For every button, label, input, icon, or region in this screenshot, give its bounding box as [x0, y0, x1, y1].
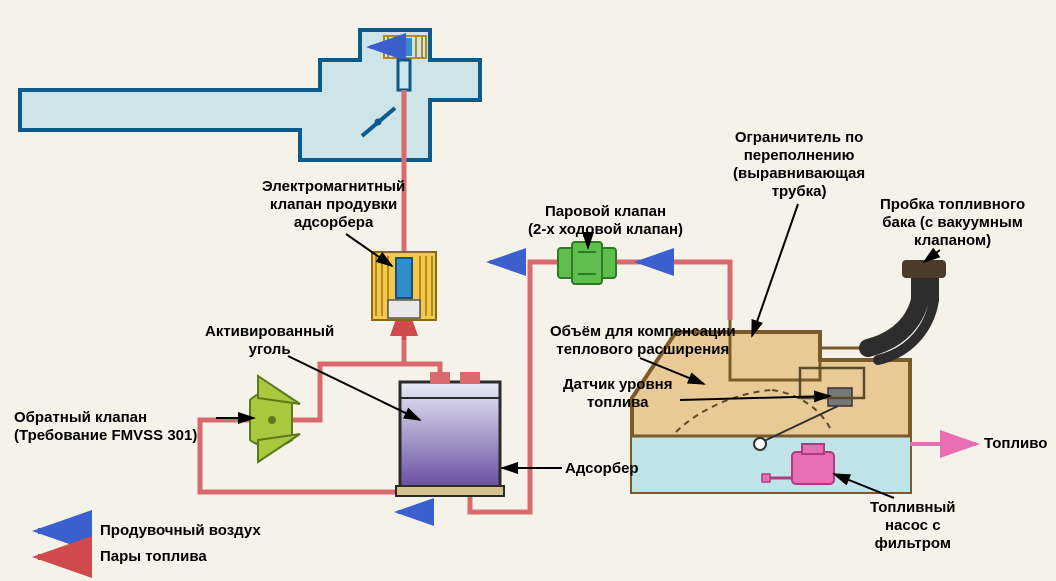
- diagram-svg: [0, 0, 1056, 581]
- legend-air: Продувочный воздух: [100, 522, 261, 540]
- legend: [38, 531, 82, 557]
- purge-solenoid: [372, 252, 436, 320]
- legend-vapor: Пары топлива: [100, 548, 207, 566]
- label-check-valve: Обратный клапан (Требование FMVSS 301): [14, 409, 197, 445]
- check-valve: [250, 376, 300, 462]
- intake-manifold: [20, 30, 480, 160]
- label-charcoal: Активированный уголь: [205, 323, 334, 359]
- charcoal-canister: [396, 372, 504, 496]
- label-expansion: Объём для компенсации теплового расширен…: [550, 323, 736, 359]
- label-fuel: Топливо: [984, 435, 1047, 453]
- label-overflow: Ограничитель по переполнению (выравниваю…: [733, 129, 865, 201]
- label-cap: Пробка топливного бака (с вакуумным клап…: [880, 196, 1025, 250]
- vapor-valve: [558, 242, 616, 284]
- filler-neck: [868, 260, 946, 360]
- label-purge-valve: Электромагнитный клапан продувки адсорбе…: [262, 178, 405, 232]
- label-vapor-valve: Паровой клапан (2-х ходовой клапан): [528, 203, 683, 239]
- label-level-sensor: Датчик уровня топлива: [563, 376, 672, 412]
- label-adsorber: Адсорбер: [565, 460, 639, 478]
- label-pump: Топливный насос с фильтром: [870, 499, 956, 553]
